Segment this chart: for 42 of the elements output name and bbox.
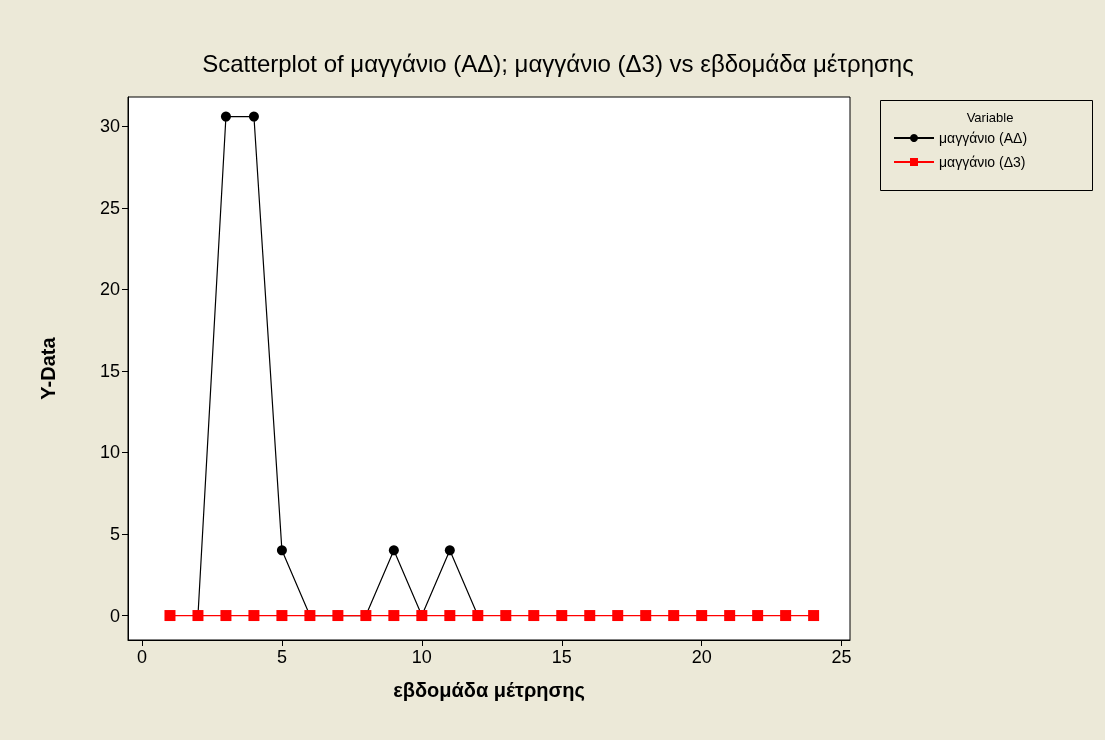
point [444, 545, 455, 556]
x-tick-label: 0 [136, 647, 147, 667]
y-axis-title: Y-Data [37, 336, 59, 400]
point [724, 610, 736, 622]
y-tick-label: 25 [99, 197, 120, 218]
y-tick-label: 10 [99, 442, 120, 463]
x-tick-label: 10 [411, 647, 432, 667]
x-tick-label: 5 [276, 647, 287, 667]
y-tick-label: 5 [109, 524, 120, 545]
point [444, 610, 456, 622]
x-tick-label: 15 [551, 647, 572, 667]
point [388, 610, 400, 622]
point [500, 610, 512, 622]
chart-title: Scatterplot of μαγγάνιο (ΑΔ); μαγγάνιο (Δ3) vs εβδομάδα μέτρησης [202, 49, 914, 77]
y-tick-label: 30 [99, 116, 120, 137]
x-axis-title: εβδομάδα μέτρησης [393, 679, 585, 701]
point [276, 610, 288, 622]
point [584, 610, 596, 622]
point [640, 610, 652, 622]
legend-label: μαγγάνιο (Δ3) [939, 154, 1026, 170]
point [780, 610, 792, 622]
point [220, 610, 232, 622]
point [248, 111, 259, 122]
point [528, 610, 540, 622]
point [752, 610, 764, 622]
point [556, 610, 568, 622]
point [696, 610, 708, 622]
legend-title: Variable [966, 110, 1014, 125]
y-tick-label: 0 [109, 605, 120, 626]
point [276, 545, 287, 556]
point [164, 610, 176, 622]
y-tick-label: 15 [99, 360, 120, 381]
point [388, 545, 399, 556]
x-tick-label: 25 [831, 647, 852, 667]
y-tick-label: 20 [99, 279, 120, 300]
point [668, 610, 680, 622]
point [612, 610, 624, 622]
x-tick-label: 20 [691, 647, 712, 667]
legend-label: μαγγάνιο (ΑΔ) [939, 130, 1028, 146]
point [248, 610, 260, 622]
point [220, 111, 231, 122]
point [808, 610, 820, 622]
